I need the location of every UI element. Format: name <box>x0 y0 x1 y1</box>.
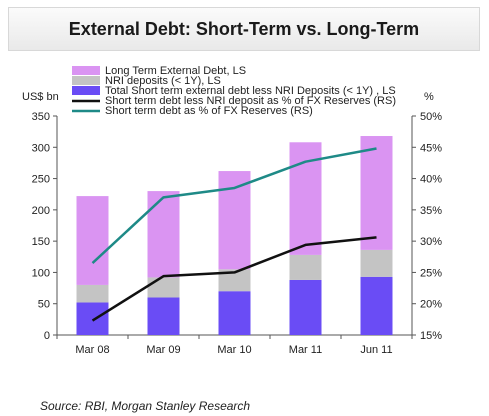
y-left-tick-label: 250 <box>32 174 50 186</box>
bar-segment <box>218 171 251 270</box>
y-left-axis-label: US$ bn <box>22 91 59 103</box>
y-left-tick-label: 350 <box>32 111 50 123</box>
bar-segment <box>76 284 109 303</box>
x-tick-label: Mar 10 <box>217 344 251 356</box>
bar-segment <box>360 136 393 250</box>
y-right-tick-label: 30% <box>420 236 442 248</box>
series-line <box>91 147 377 264</box>
bar-segment <box>289 279 322 335</box>
y-right-tick-label: 40% <box>420 174 442 186</box>
y-right-tick-label: 20% <box>420 299 442 311</box>
y-left-tick-label: 150 <box>32 236 50 248</box>
bar-segment <box>360 249 393 277</box>
legend-swatch <box>72 76 100 85</box>
y-left-tick-label: 300 <box>32 142 50 154</box>
x-tick-label: Jun 11 <box>360 344 392 356</box>
bar-segment <box>76 302 109 335</box>
legend-label: Long Term External Debt, LS <box>105 65 246 77</box>
y-left-tick-label: 200 <box>32 205 50 217</box>
bar-segment <box>147 297 180 335</box>
legend-label: Short term debt as % of FX Reserves (RS) <box>105 105 313 117</box>
y-right-tick-label: 25% <box>420 267 442 279</box>
chart-title-box: External Debt: Short-Term vs. Long-Term <box>8 7 480 51</box>
legend-label: NRI deposits (< 1Y), LS <box>105 75 221 87</box>
source-note: Source: RBI, Morgan Stanley Research <box>40 399 251 413</box>
y-right-tick-label: 35% <box>420 205 442 217</box>
y-right-tick-label: 15% <box>420 330 442 342</box>
x-tick-label: Mar 11 <box>289 344 322 356</box>
legend-label: Total Short term external debt less NRI … <box>105 85 396 97</box>
bar-segment <box>76 196 109 285</box>
y-right-tick-label: 45% <box>420 142 442 154</box>
y-left-tick-label: 50 <box>38 299 50 311</box>
y-left-tick-label: 0 <box>44 330 50 342</box>
x-tick-label: Mar 08 <box>75 344 109 356</box>
legend-swatch <box>72 86 100 95</box>
bar-segment <box>360 276 393 335</box>
y-right-tick-label: 50% <box>420 111 442 123</box>
bar-segment <box>289 254 322 280</box>
legend-label: Short term debt less NRI deposit as % of… <box>105 95 396 107</box>
bar-segment <box>147 277 180 298</box>
bar-segment <box>218 291 251 335</box>
x-tick-label: Mar 09 <box>146 344 180 356</box>
chart-area: 0 50 100 150 200 250 300 350 15% 20% 25% 30% 35% 40% 4… <box>22 65 442 356</box>
legend-swatch <box>72 66 100 75</box>
y-left-tick-label: 100 <box>32 267 50 279</box>
chart-title: External Debt: Short-Term vs. Long-Term <box>68 18 420 39</box>
series-line <box>91 236 377 322</box>
bar-segment <box>218 269 251 292</box>
bar-segment <box>147 191 180 278</box>
y-right-axis-label: % <box>424 91 434 103</box>
